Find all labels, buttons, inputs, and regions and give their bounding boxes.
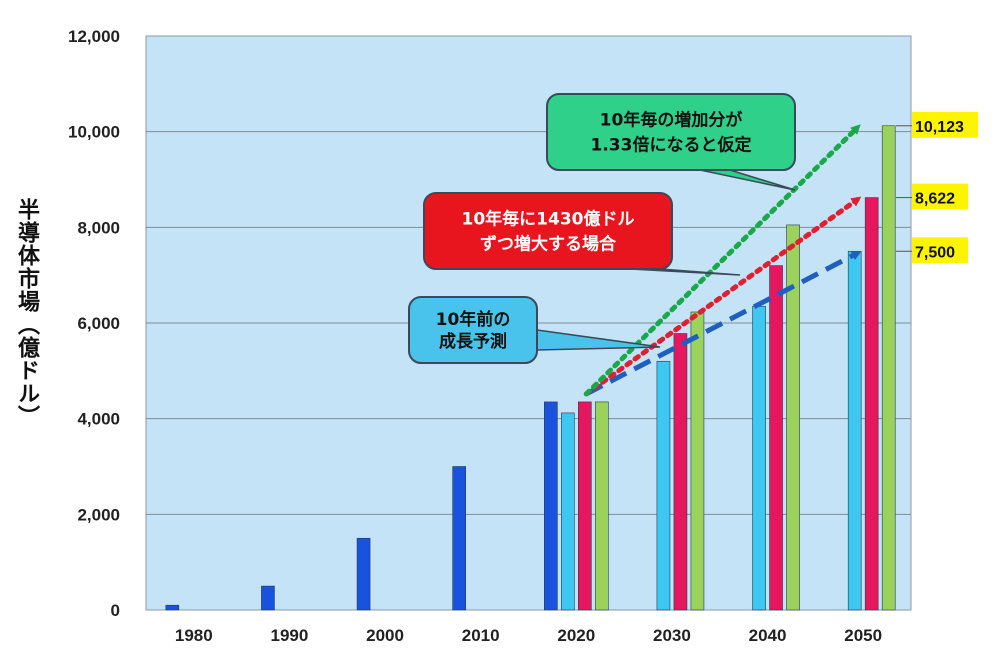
bars — [165, 125, 896, 611]
value-label-box — [912, 111, 978, 138]
callout-box — [423, 192, 673, 270]
bar — [595, 401, 609, 611]
bar — [673, 333, 688, 611]
bar — [847, 250, 862, 611]
callout-box — [408, 296, 538, 364]
bar — [578, 401, 592, 611]
x-tick-label: 2010 — [462, 626, 500, 645]
bar — [561, 412, 575, 611]
y-axis-label: 半導体市場（億ドル） — [14, 198, 39, 428]
value-label-text: 10,123 — [915, 119, 964, 136]
x-tick-label: 2020 — [557, 626, 595, 645]
value-label-box — [912, 183, 968, 210]
bar — [881, 125, 896, 611]
callout-text: 10年毎の増加分が — [600, 109, 743, 130]
value-label: 10,123 — [896, 111, 978, 138]
x-tick-label: 2000 — [366, 626, 404, 645]
x-tick-label: 2030 — [653, 626, 691, 645]
x-tick-label: 1990 — [271, 626, 309, 645]
y-tick-label: 2,000 — [77, 505, 120, 524]
bar — [544, 401, 558, 611]
y-axis-ticks: 0 2,000 4,000 6,000 8,000 10,000 12,000 — [68, 27, 120, 620]
bar — [690, 311, 705, 611]
callouts: 10年毎の増加分が 1.33倍になると仮定 10年毎に1430億ドルずつ増大する場合… — [408, 93, 796, 364]
x-tick-label: 2040 — [749, 626, 787, 645]
y-tick-label: 8,000 — [77, 218, 120, 237]
y-tick-label: 12,000 — [68, 27, 120, 46]
value-label-box — [912, 237, 968, 264]
x-tick-label: 1980 — [175, 626, 213, 645]
callout: 10年毎の増加分が 1.33倍になると仮定 — [546, 93, 796, 191]
callout-box — [546, 93, 796, 171]
x-tick-label: 2050 — [844, 626, 882, 645]
y-tick-label: 0 — [111, 601, 120, 620]
callout-text: 成長予測 — [439, 331, 507, 352]
value-label-text: 8,622 — [915, 191, 955, 208]
value-label-text: 7,500 — [915, 244, 955, 261]
bar — [261, 585, 275, 611]
callout-text: ずつ増大する場合 — [480, 234, 617, 255]
forecast-arrow — [583, 124, 861, 397]
callout-text: 10年前の — [436, 309, 511, 330]
callout-text: 1.33倍になると仮定 — [591, 135, 752, 156]
callout-text: 10年毎に1430億ドル — [462, 208, 635, 229]
forecast-arrow — [585, 250, 862, 397]
y-tick-label: 10,000 — [68, 123, 120, 142]
bar — [769, 265, 783, 611]
forecast-arrows — [583, 124, 862, 397]
bar — [864, 197, 879, 611]
bar — [752, 305, 766, 611]
forecast-arrow — [583, 196, 862, 397]
y-tick-label: 4,000 — [77, 410, 120, 429]
value-labels: 10,123 8,622 7,500 — [896, 111, 978, 264]
bar — [165, 604, 180, 611]
bar — [656, 360, 671, 611]
y-tick-label: 6,000 — [77, 314, 120, 333]
bar — [786, 224, 800, 611]
x-axis-ticks: 1980 1990 2000 2010 2020 2030 2040 2050 — [175, 626, 882, 645]
bar — [356, 537, 371, 611]
value-label: 7,500 — [896, 237, 968, 264]
bar — [452, 466, 466, 611]
value-label: 8,622 — [896, 183, 968, 210]
